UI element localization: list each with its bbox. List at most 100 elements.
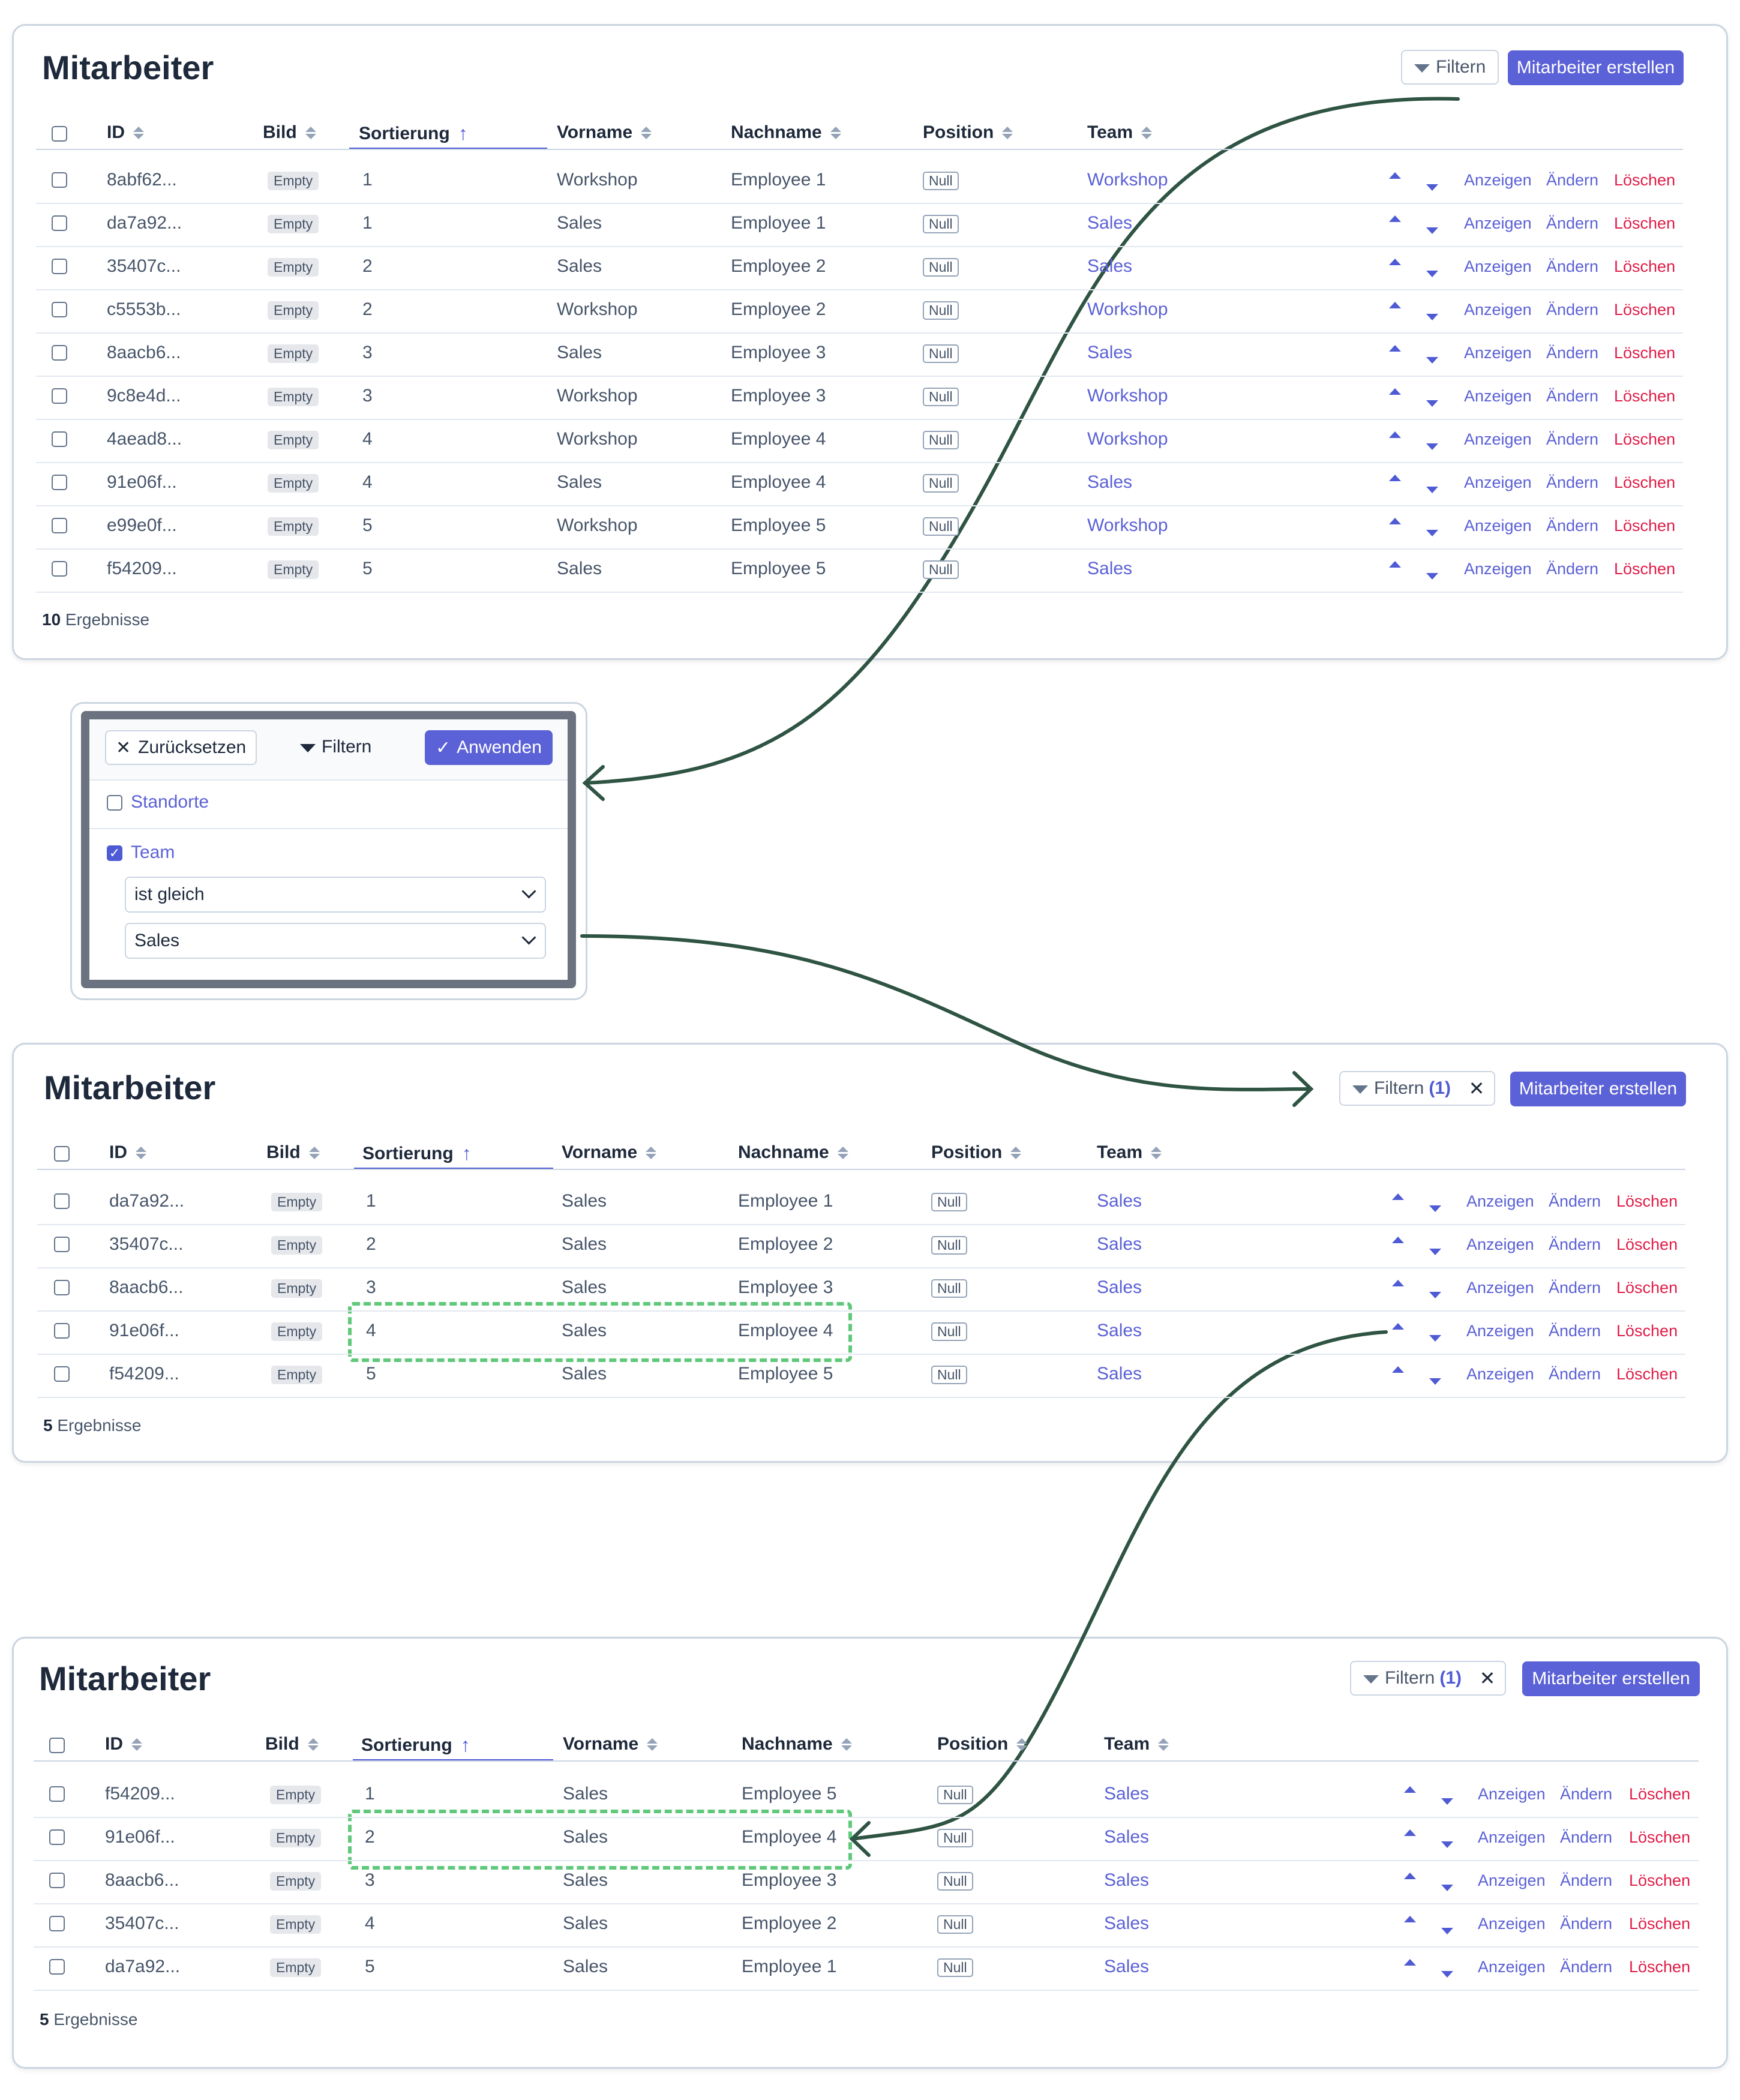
column-header-nachname[interactable]: Nachname — [731, 122, 841, 143]
row-checkbox[interactable] — [49, 1959, 65, 1975]
operator-select[interactable]: ist gleich — [125, 877, 546, 913]
edit-link[interactable]: Ändern — [1546, 517, 1599, 535]
cell-team-link[interactable]: Sales — [1087, 213, 1133, 233]
cell-team-link[interactable]: Sales — [1104, 1957, 1150, 1976]
show-link[interactable]: Anzeigen — [1466, 1192, 1534, 1210]
row-checkbox[interactable] — [49, 1829, 65, 1845]
create-employee-button[interactable]: Mitarbeiter erstellen — [1510, 1072, 1686, 1106]
cell-team-link[interactable]: Sales — [1097, 1364, 1142, 1384]
caret-up-icon[interactable] — [1389, 302, 1401, 308]
show-link[interactable]: Anzeigen — [1464, 214, 1532, 232]
delete-link[interactable]: Löschen — [1614, 214, 1676, 232]
column-header-nachname[interactable]: Nachname — [738, 1142, 848, 1163]
row-checkbox[interactable] — [52, 431, 67, 447]
caret-down-icon[interactable] — [1426, 487, 1438, 493]
standorte-checkbox[interactable] — [107, 795, 122, 811]
filter-button[interactable]: Filtern (1) — [1350, 1661, 1475, 1696]
edit-link[interactable]: Ändern — [1546, 301, 1599, 319]
show-link[interactable]: Anzeigen — [1478, 1828, 1546, 1846]
cell-team-link[interactable]: Workshop — [1087, 429, 1168, 449]
edit-link[interactable]: Ändern — [1549, 1279, 1601, 1297]
delete-link[interactable]: Löschen — [1614, 430, 1676, 448]
cell-team-link[interactable]: Workshop — [1087, 515, 1168, 535]
edit-link[interactable]: Ändern — [1560, 1915, 1613, 1933]
edit-link[interactable]: Ändern — [1546, 214, 1599, 232]
column-header-team[interactable]: Team — [1097, 1142, 1162, 1163]
row-checkbox[interactable] — [52, 475, 67, 490]
show-link[interactable]: Anzeigen — [1464, 430, 1532, 448]
filter-button[interactable]: Filtern — [1401, 50, 1499, 85]
delete-link[interactable]: Löschen — [1614, 473, 1676, 491]
caret-up-icon[interactable] — [1392, 1280, 1404, 1286]
create-employee-button[interactable]: Mitarbeiter erstellen — [1508, 50, 1684, 85]
column-header-sortierung[interactable]: Sortierung ↑ — [362, 1142, 472, 1165]
caret-up-icon[interactable] — [1389, 518, 1401, 524]
row-checkbox[interactable] — [52, 215, 67, 231]
column-header-team[interactable]: Team — [1087, 122, 1153, 143]
caret-down-icon[interactable] — [1441, 1885, 1453, 1891]
cell-team-link[interactable]: Sales — [1097, 1277, 1142, 1297]
delete-link[interactable]: Löschen — [1614, 344, 1676, 362]
delete-link[interactable]: Löschen — [1629, 1958, 1691, 1976]
edit-link[interactable]: Ändern — [1546, 430, 1599, 448]
edit-link[interactable]: Ändern — [1549, 1192, 1601, 1210]
caret-down-icon[interactable] — [1426, 400, 1438, 407]
show-link[interactable]: Anzeigen — [1464, 301, 1532, 319]
column-header-sortierung[interactable]: Sortierung ↑ — [361, 1734, 470, 1756]
column-header-position[interactable]: Position — [923, 122, 1013, 143]
caret-up-icon[interactable] — [1392, 1366, 1404, 1373]
delete-link[interactable]: Löschen — [1614, 171, 1676, 189]
cell-team-link[interactable]: Sales — [1104, 1827, 1150, 1847]
caret-up-icon[interactable] — [1389, 172, 1401, 179]
column-header-vorname[interactable]: Vorname — [562, 1142, 657, 1163]
caret-up-icon[interactable] — [1392, 1193, 1404, 1200]
cell-team-link[interactable]: Sales — [1104, 1913, 1150, 1933]
cell-team-link[interactable]: Sales — [1097, 1321, 1142, 1340]
edit-link[interactable]: Ändern — [1546, 387, 1599, 405]
clear-filter-button[interactable]: ✕ — [1459, 1071, 1495, 1106]
caret-up-icon[interactable] — [1404, 1959, 1416, 1966]
column-header-sortierung[interactable]: Sortierung ↑ — [359, 122, 468, 145]
edit-link[interactable]: Ändern — [1560, 1828, 1613, 1846]
row-checkbox[interactable] — [54, 1366, 70, 1382]
caret-down-icon[interactable] — [1426, 357, 1438, 364]
caret-up-icon[interactable] — [1389, 475, 1401, 481]
team-filter-label[interactable]: Team — [131, 842, 175, 862]
caret-up-icon[interactable] — [1389, 345, 1401, 352]
delete-link[interactable]: Löschen — [1614, 387, 1676, 405]
show-link[interactable]: Anzeigen — [1464, 517, 1532, 535]
caret-down-icon[interactable] — [1441, 1928, 1453, 1934]
caret-up-icon[interactable] — [1392, 1323, 1404, 1330]
edit-link[interactable]: Ändern — [1549, 1322, 1601, 1340]
edit-link[interactable]: Ändern — [1546, 473, 1599, 491]
delete-link[interactable]: Löschen — [1614, 257, 1676, 275]
caret-up-icon[interactable] — [1389, 215, 1401, 222]
select-all-checkbox[interactable] — [54, 1146, 70, 1162]
caret-down-icon[interactable] — [1429, 1335, 1441, 1342]
cell-team-link[interactable]: Sales — [1097, 1191, 1142, 1211]
cell-team-link[interactable]: Sales — [1104, 1870, 1150, 1890]
column-header-team[interactable]: Team — [1104, 1734, 1169, 1754]
column-header-nachname[interactable]: Nachname — [742, 1734, 852, 1754]
column-header-id[interactable]: ID — [109, 1142, 146, 1163]
column-header-position[interactable]: Position — [937, 1734, 1028, 1754]
row-checkbox[interactable] — [52, 345, 67, 361]
cell-team-link[interactable]: Sales — [1097, 1234, 1142, 1254]
row-checkbox[interactable] — [52, 172, 67, 188]
edit-link[interactable]: Ändern — [1546, 560, 1599, 578]
cell-team-link[interactable]: Sales — [1104, 1784, 1150, 1804]
delete-link[interactable]: Löschen — [1616, 1279, 1678, 1297]
edit-link[interactable]: Ändern — [1560, 1871, 1613, 1889]
row-checkbox[interactable] — [52, 259, 67, 274]
column-header-bild[interactable]: Bild — [266, 1142, 320, 1163]
caret-down-icon[interactable] — [1426, 184, 1438, 191]
show-link[interactable]: Anzeigen — [1478, 1785, 1546, 1803]
select-all-checkbox[interactable] — [49, 1738, 65, 1753]
create-employee-button[interactable]: Mitarbeiter erstellen — [1522, 1661, 1700, 1696]
caret-up-icon[interactable] — [1389, 561, 1401, 568]
caret-down-icon[interactable] — [1426, 227, 1438, 234]
edit-link[interactable]: Ändern — [1560, 1785, 1613, 1803]
edit-link[interactable]: Ändern — [1546, 344, 1599, 362]
cell-team-link[interactable]: Workshop — [1087, 386, 1168, 406]
edit-link[interactable]: Ändern — [1549, 1235, 1601, 1253]
